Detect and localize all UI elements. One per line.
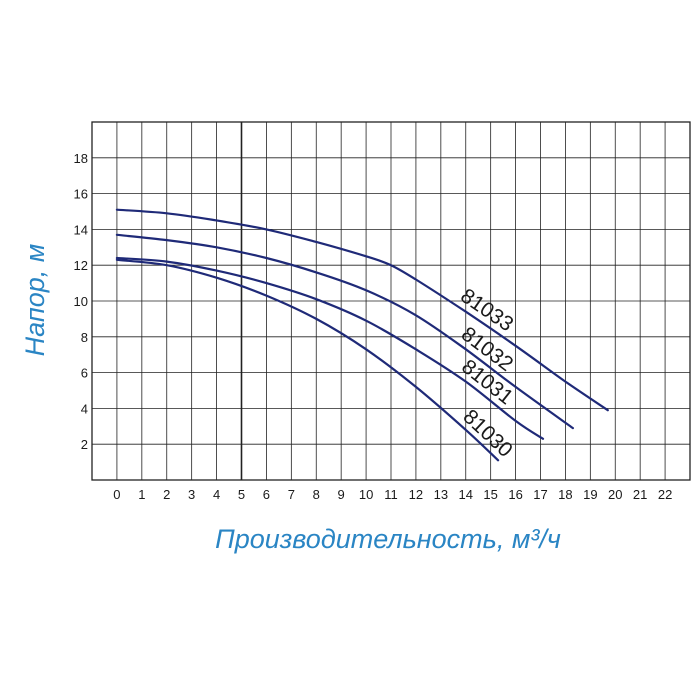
x-tick-label: 18 (558, 487, 572, 502)
y-tick-label: 12 (74, 258, 88, 273)
x-tick-label: 2 (163, 487, 170, 502)
x-tick-label: 12 (409, 487, 423, 502)
y-tick-label: 10 (74, 294, 88, 309)
x-tick-label: 0 (113, 487, 120, 502)
x-tick-label: 10 (359, 487, 373, 502)
x-tick-label: 13 (434, 487, 448, 502)
y-tick-label: 8 (81, 330, 88, 345)
x-tick-label: 8 (313, 487, 320, 502)
x-tick-label: 7 (288, 487, 295, 502)
series-curve-81033 (115, 208, 609, 412)
x-tick-label: 15 (483, 487, 497, 502)
y-tick-label: 18 (74, 151, 88, 166)
series-curves (115, 208, 609, 462)
series-curve-81032 (115, 233, 574, 430)
series-curve-81030 (115, 258, 500, 462)
series-curve-81031 (115, 256, 545, 440)
x-tick-label: 14 (459, 487, 473, 502)
y-tick-labels: 2 4 6 8 10 12 14 16 18 (74, 151, 88, 452)
x-tick-label: 6 (263, 487, 270, 502)
x-tick-label: 1 (138, 487, 145, 502)
x-tick-label: 11 (384, 487, 398, 502)
x-tick-label: 9 (338, 487, 345, 502)
x-tick-label: 22 (658, 487, 672, 502)
y-tick-label: 4 (81, 401, 88, 416)
x-tick-label: 3 (188, 487, 195, 502)
y-tick-label: 16 (74, 187, 88, 202)
y-tick-label: 2 (81, 437, 88, 452)
x-axis-title: Производительность, м³/ч (215, 524, 561, 554)
x-tick-labels: 0 1 2 3 4 5 6 7 8 9 10 11 12 13 14 15 16 17 18 19 20 21 22 (113, 487, 672, 502)
x-tick-label: 21 (633, 487, 647, 502)
x-tick-label: 20 (608, 487, 622, 502)
y-tick-label: 6 (81, 366, 88, 381)
x-tick-label: 5 (238, 487, 245, 502)
x-tick-label: 19 (583, 487, 597, 502)
y-tick-label: 14 (74, 222, 88, 237)
x-tick-label: 17 (533, 487, 547, 502)
x-tick-label: 16 (508, 487, 522, 502)
y-axis-title: Напор, м (20, 244, 50, 357)
x-tick-label: 4 (213, 487, 220, 502)
